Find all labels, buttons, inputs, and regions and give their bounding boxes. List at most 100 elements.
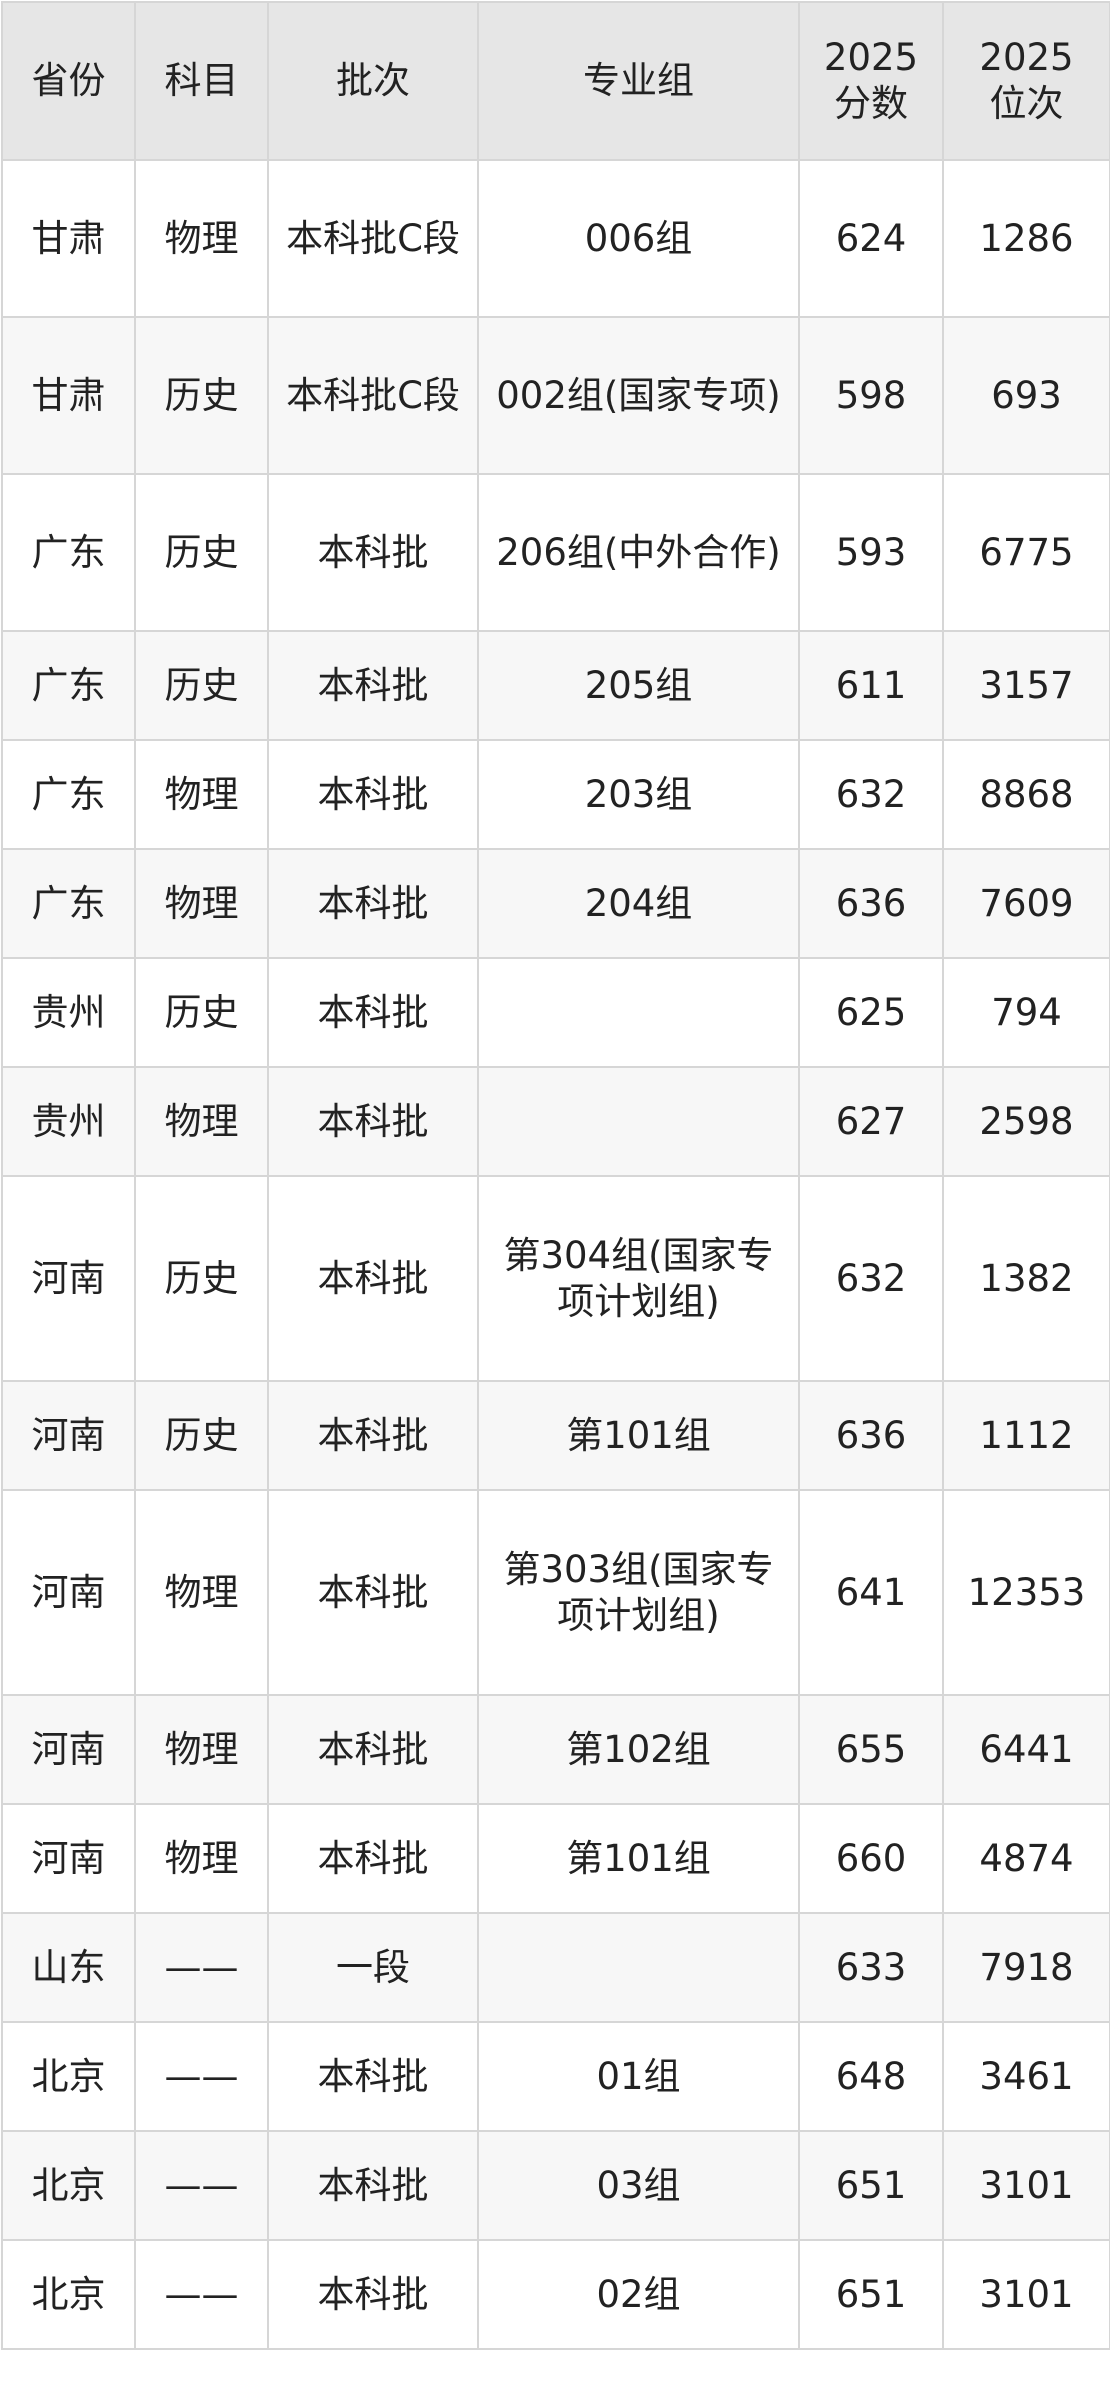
- table-row: 北京 —— 本科批 01组 648 3461: [1, 2021, 1110, 2132]
- cell-major-group: 第303组(国家专项计划组): [477, 1489, 800, 1696]
- cell-score: 651: [798, 2239, 944, 2350]
- cell-subject: 物理: [134, 1803, 269, 1914]
- header-province: 省份: [1, 1, 136, 161]
- cell-province: 河南: [1, 1489, 136, 1696]
- table-row: 河南 历史 本科批 第101组 636 1112: [1, 1380, 1110, 1491]
- cell-batch: 本科批: [267, 1175, 479, 1382]
- cell-subject: 物理: [134, 848, 269, 959]
- cell-rank: 3157: [942, 630, 1110, 741]
- cell-province: 广东: [1, 630, 136, 741]
- cell-rank: 794: [942, 957, 1110, 1068]
- cell-subject: ——: [134, 2021, 269, 2132]
- cell-subject: ——: [134, 2130, 269, 2241]
- table-row: 贵州 物理 本科批 627 2598: [1, 1066, 1110, 1177]
- table-row: 广东 物理 本科批 204组 636 7609: [1, 848, 1110, 959]
- cell-major-group: 第304组(国家专项计划组): [477, 1175, 800, 1382]
- cell-rank: 2598: [942, 1066, 1110, 1177]
- cell-province: 贵州: [1, 957, 136, 1068]
- cell-major-group: 03组: [477, 2130, 800, 2241]
- header-batch: 批次: [267, 1, 479, 161]
- cell-major-group: 205组: [477, 630, 800, 741]
- cell-rank: 8868: [942, 739, 1110, 850]
- cell-score: 632: [798, 739, 944, 850]
- cell-score: 660: [798, 1803, 944, 1914]
- header-rank: 2025 位次: [942, 1, 1110, 161]
- cell-rank: 1286: [942, 159, 1110, 318]
- cell-province: 北京: [1, 2130, 136, 2241]
- cell-province: 山东: [1, 1912, 136, 2023]
- cell-province: 广东: [1, 848, 136, 959]
- table-row: 河南 物理 本科批 第102组 655 6441: [1, 1694, 1110, 1805]
- cell-major-group: [477, 957, 800, 1068]
- table-row: 广东 物理 本科批 203组 632 8868: [1, 739, 1110, 850]
- cell-score: 598: [798, 316, 944, 475]
- header-major-group: 专业组: [477, 1, 800, 161]
- cell-major-group: 第101组: [477, 1803, 800, 1914]
- cell-score: 651: [798, 2130, 944, 2241]
- cell-batch: 本科批: [267, 739, 479, 850]
- cell-score: 636: [798, 848, 944, 959]
- header-score: 2025 分数: [798, 1, 944, 161]
- cell-major-group: 203组: [477, 739, 800, 850]
- cell-batch: 本科批: [267, 1489, 479, 1696]
- cell-province: 河南: [1, 1694, 136, 1805]
- cell-major-group: 01组: [477, 2021, 800, 2132]
- cell-batch: 本科批C段: [267, 316, 479, 475]
- cell-province: 河南: [1, 1380, 136, 1491]
- cell-score: 633: [798, 1912, 944, 2023]
- cell-score: 655: [798, 1694, 944, 1805]
- cell-subject: 历史: [134, 630, 269, 741]
- cell-rank: 6441: [942, 1694, 1110, 1805]
- cell-batch: 本科批: [267, 473, 479, 632]
- cell-batch: 本科批: [267, 848, 479, 959]
- cell-subject: 物理: [134, 1694, 269, 1805]
- cell-score: 636: [798, 1380, 944, 1491]
- cell-batch: 本科批: [267, 2130, 479, 2241]
- cell-province: 北京: [1, 2021, 136, 2132]
- cell-batch: 本科批: [267, 1694, 479, 1805]
- table-row: 北京 —— 本科批 02组 651 3101: [1, 2239, 1110, 2350]
- cell-rank: 3101: [942, 2130, 1110, 2241]
- cell-batch: 本科批C段: [267, 159, 479, 318]
- cell-major-group: [477, 1066, 800, 1177]
- table-row: 甘肃 物理 本科批C段 006组 624 1286: [1, 159, 1110, 318]
- cell-rank: 4874: [942, 1803, 1110, 1914]
- cell-batch: 本科批: [267, 1380, 479, 1491]
- cell-major-group: 第101组: [477, 1380, 800, 1491]
- table-row: 北京 —— 本科批 03组 651 3101: [1, 2130, 1110, 2241]
- cell-batch: 本科批: [267, 630, 479, 741]
- cell-batch: 本科批: [267, 957, 479, 1068]
- cell-province: 北京: [1, 2239, 136, 2350]
- cell-subject: 历史: [134, 473, 269, 632]
- cell-subject: ——: [134, 2239, 269, 2350]
- cell-score: 625: [798, 957, 944, 1068]
- table-row: 山东 —— 一段 633 7918: [1, 1912, 1110, 2023]
- table-row: 河南 物理 本科批 第303组(国家专项计划组) 641 12353: [1, 1489, 1110, 1696]
- table-row: 河南 历史 本科批 第304组(国家专项计划组) 632 1382: [1, 1175, 1110, 1382]
- cell-rank: 12353: [942, 1489, 1110, 1696]
- cell-subject: 物理: [134, 159, 269, 318]
- cell-rank: 6775: [942, 473, 1110, 632]
- cell-score: 624: [798, 159, 944, 318]
- cell-subject: 物理: [134, 1489, 269, 1696]
- table-row: 甘肃 历史 本科批C段 002组(国家专项) 598 693: [1, 316, 1110, 475]
- cell-major-group: 02组: [477, 2239, 800, 2350]
- table-row: 广东 历史 本科批 205组 611 3157: [1, 630, 1110, 741]
- cell-province: 广东: [1, 473, 136, 632]
- cell-rank: 1112: [942, 1380, 1110, 1491]
- cell-province: 河南: [1, 1803, 136, 1914]
- cell-subject: 历史: [134, 316, 269, 475]
- cell-subject: ——: [134, 1912, 269, 2023]
- table-row: 河南 物理 本科批 第101组 660 4874: [1, 1803, 1110, 1914]
- cell-major-group: 204组: [477, 848, 800, 959]
- cell-rank: 3461: [942, 2021, 1110, 2132]
- cell-subject: 历史: [134, 1380, 269, 1491]
- cell-rank: 693: [942, 316, 1110, 475]
- cell-batch: 本科批: [267, 1066, 479, 1177]
- cell-score: 627: [798, 1066, 944, 1177]
- cell-subject: 历史: [134, 957, 269, 1068]
- cell-province: 甘肃: [1, 316, 136, 475]
- table-row: 广东 历史 本科批 206组(中外合作) 593 6775: [1, 473, 1110, 632]
- cell-score: 648: [798, 2021, 944, 2132]
